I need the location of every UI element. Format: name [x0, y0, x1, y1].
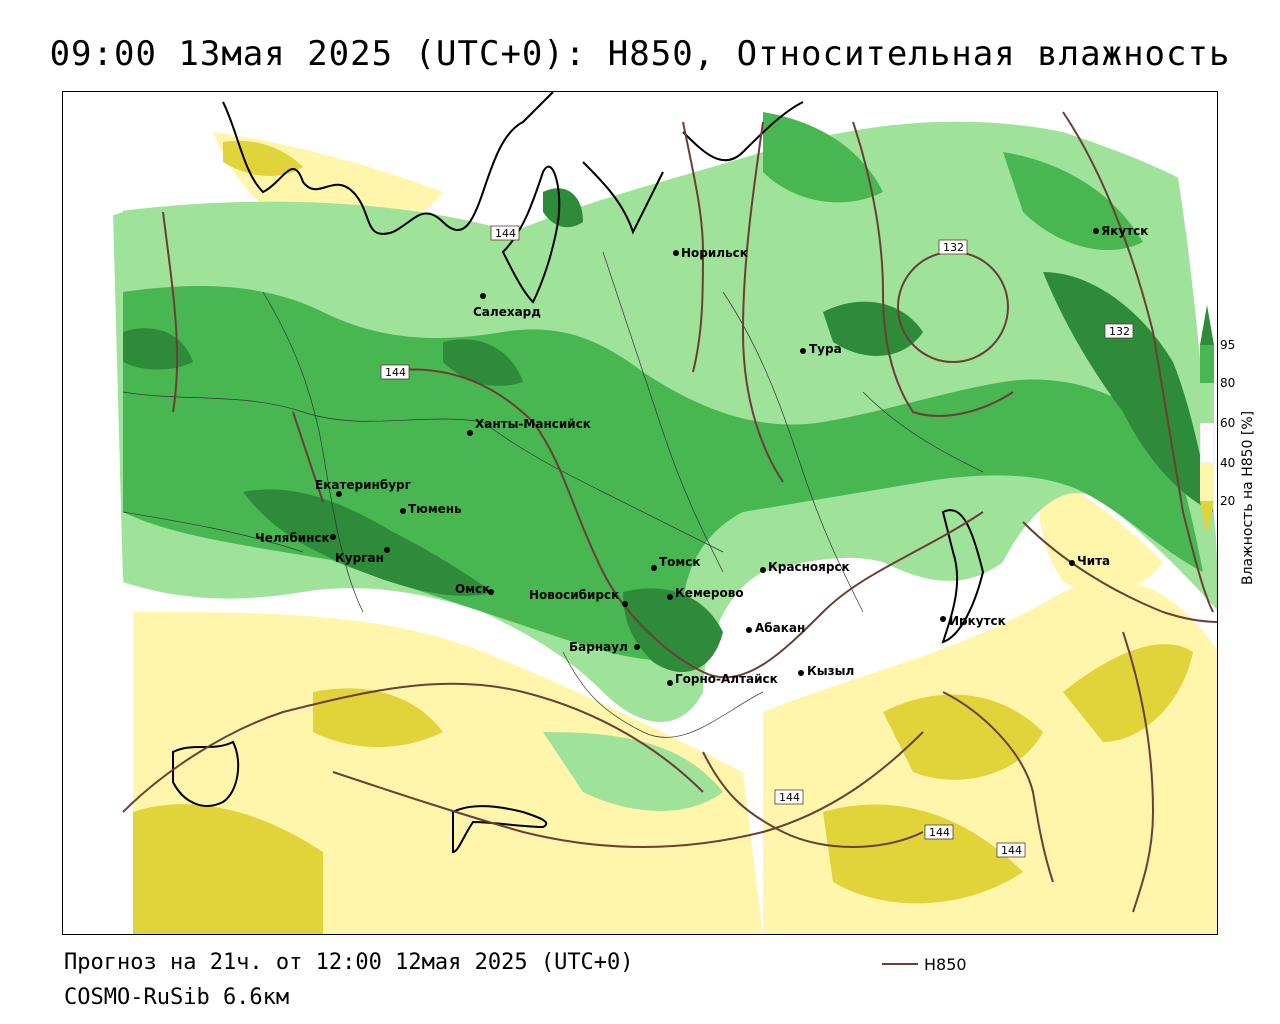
city-abakan[interactable]: Абакан [746, 621, 805, 635]
contour-label-7: 144 [490, 225, 520, 241]
svg-text:Екатеринбург: Екатеринбург [315, 478, 411, 492]
svg-text:Барнаул: Барнаул [569, 640, 628, 654]
city-yakutsk[interactable]: Якутск [1093, 224, 1148, 238]
outside-domain-sw [63, 572, 133, 934]
city-barnaul[interactable]: Барнаул [569, 640, 640, 654]
colorbar-60-80 [1200, 383, 1214, 423]
svg-text:Омск: Омск [455, 582, 490, 596]
svg-text:Новосибирск: Новосибирск [529, 588, 619, 602]
svg-text:132: 132 [943, 241, 964, 254]
svg-text:Норильск: Норильск [681, 246, 748, 260]
outside-domain-nw [63, 92, 123, 232]
city-tyumen[interactable]: Тюмень [400, 502, 462, 516]
city-kurgan[interactable]: Курган [335, 547, 390, 565]
city-gorno-altaysk[interactable]: Горно-Алтайск [667, 672, 778, 686]
colorbar-20-40 [1200, 463, 1214, 501]
colorbar: 95 80 60 40 20 [1199, 300, 1280, 600]
city-kemerovo[interactable]: Кемерово [667, 586, 744, 600]
contour-label-6: 144 [996, 842, 1026, 858]
city-kyzyl[interactable]: Кызыл [798, 664, 854, 678]
city-ekaterinburg[interactable]: Екатеринбург [315, 478, 411, 497]
colorbar-top-triangle [1200, 305, 1214, 345]
h850-contours [122, 111, 1217, 913]
humidity-gt95-fill [123, 188, 1213, 672]
city-tura[interactable]: Тура [800, 342, 842, 356]
colorbar-tick-95: 95 [1220, 338, 1235, 352]
contour-label-5: 144 [924, 824, 954, 840]
model-info: COSMO-RuSib 6.6км [64, 985, 290, 1010]
outside-domain-ne [1163, 92, 1217, 550]
contour-label-4: 144 [774, 789, 804, 805]
city-novosibirsk[interactable]: Новосибирск [529, 588, 628, 607]
city-norilsk[interactable]: Норильск [673, 246, 748, 260]
svg-text:144: 144 [779, 791, 800, 804]
svg-text:144: 144 [385, 366, 406, 379]
svg-text:Абакан: Абакан [755, 621, 805, 635]
svg-text:Салехард: Салехард [473, 305, 541, 319]
legend-line-swatch [882, 963, 918, 965]
legend: H850 [882, 953, 967, 975]
humidity-map[interactable]: 132 132 144 144 144 144 144 Норил [62, 91, 1218, 935]
svg-text:Ханты-Мансийск: Ханты-Мансийск [475, 417, 591, 431]
contour-label-3: 144 [380, 364, 410, 380]
colorbar-40-60 [1199, 422, 1215, 464]
city-krasnoyarsk[interactable]: Красноярск [760, 560, 850, 574]
forecast-info: Прогноз на 21ч. от 12:00 12мая 2025 (UTC… [64, 950, 634, 975]
svg-text:Иркутск: Иркутск [949, 614, 1006, 628]
colorbar-tick-20: 20 [1220, 494, 1235, 508]
svg-text:144: 144 [929, 826, 950, 839]
colorbar-80-95 [1200, 345, 1214, 383]
colorbar-svg: 95 80 60 40 20 [1199, 305, 1235, 535]
svg-text:144: 144 [495, 227, 516, 240]
svg-text:144: 144 [1001, 844, 1022, 857]
city-salekhard[interactable]: Салехард [473, 293, 541, 319]
svg-text:Красноярск: Красноярск [768, 560, 850, 574]
svg-text:Чита: Чита [1077, 554, 1110, 568]
city-chelyabinsk[interactable]: Челябинск [255, 531, 336, 545]
colorbar-tick-80: 80 [1220, 376, 1235, 390]
city-khanty-mansiysk[interactable]: Ханты-Мансийск [467, 417, 591, 436]
svg-text:Томск: Томск [659, 555, 701, 569]
svg-text:Якутск: Якутск [1101, 224, 1148, 238]
svg-text:132: 132 [1109, 325, 1130, 338]
colorbar-tick-40: 40 [1220, 456, 1235, 470]
coastlines [172, 92, 985, 854]
contour-label-2: 132 [1104, 323, 1134, 339]
svg-text:Кызыл: Кызыл [807, 664, 854, 678]
svg-text:Тура: Тура [809, 342, 842, 356]
svg-text:Тюмень: Тюмень [408, 502, 462, 516]
map-canvas: 132 132 144 144 144 144 144 Норил [63, 92, 1217, 934]
legend-label: H850 [924, 954, 967, 974]
city-irkutsk[interactable]: Иркутск [940, 614, 1006, 628]
svg-text:Горно-Алтайск: Горно-Алтайск [675, 672, 778, 686]
svg-text:Челябинск: Челябинск [255, 531, 330, 545]
contour-label-1: 132 [938, 239, 968, 255]
colorbar-tick-60: 60 [1220, 416, 1235, 430]
admin-borders [122, 251, 984, 738]
svg-text:Кемерово: Кемерово [675, 586, 744, 600]
city-tomsk[interactable]: Томск [651, 555, 701, 571]
colorbar-bottom-triangle [1200, 501, 1214, 535]
city-chita[interactable]: Чита [1069, 554, 1110, 568]
colorbar-title: Влажность на H850 [%] [1240, 410, 1256, 585]
city-omsk[interactable]: Омск [455, 582, 494, 596]
humidity-lt20-fill [133, 140, 1193, 934]
svg-text:Курган: Курган [335, 551, 384, 565]
map-title: 09:00 13мая 2025 (UTC+0): H850, Относите… [49, 34, 1231, 74]
